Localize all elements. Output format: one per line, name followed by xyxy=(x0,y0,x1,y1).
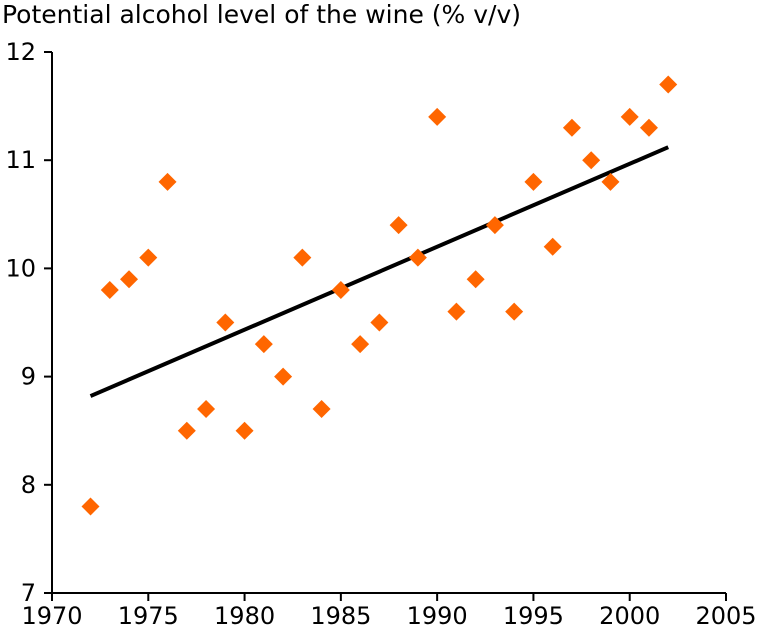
y-tick-label: 12 xyxy=(5,38,36,66)
y-tick-label: 10 xyxy=(5,254,36,282)
x-tick-label: 1995 xyxy=(503,602,564,630)
chart-title: Potential alcohol level of the wine (% v… xyxy=(2,0,522,29)
data-point xyxy=(312,400,331,419)
data-point xyxy=(158,172,177,191)
data-point xyxy=(81,497,100,516)
data-points xyxy=(81,75,678,516)
data-point xyxy=(601,172,620,191)
data-point xyxy=(428,107,447,126)
trend-line xyxy=(89,145,670,398)
y-tick-label: 9 xyxy=(21,363,36,391)
x-tick-label: 1980 xyxy=(214,602,275,630)
tick-labels: 7 8 9 10 11 12 1970 1975 1980 1985 1990 1995 2000 200… xyxy=(5,38,756,630)
data-point xyxy=(274,367,293,386)
x-tick-label: 2005 xyxy=(695,602,756,630)
data-point xyxy=(389,216,408,235)
data-point xyxy=(100,281,119,300)
data-point xyxy=(505,302,524,321)
data-point xyxy=(582,151,601,170)
data-point xyxy=(562,118,581,137)
axes xyxy=(44,51,727,601)
x-tick-label: 1975 xyxy=(118,602,179,630)
data-point xyxy=(293,248,312,267)
data-point xyxy=(370,313,389,332)
data-point xyxy=(216,313,235,332)
data-point xyxy=(331,281,350,300)
data-point xyxy=(254,335,273,354)
trend-line-group xyxy=(89,145,670,398)
data-point xyxy=(639,118,658,137)
data-point xyxy=(235,421,254,440)
data-point xyxy=(485,216,504,235)
data-point xyxy=(120,270,139,289)
x-tick-label: 1985 xyxy=(310,602,371,630)
data-point xyxy=(177,421,196,440)
y-tick-label: 7 xyxy=(21,579,36,607)
data-point xyxy=(447,302,466,321)
data-point xyxy=(659,75,678,94)
x-tick-label: 1990 xyxy=(407,602,468,630)
x-tick-label: 1970 xyxy=(21,602,82,630)
y-tick-label: 8 xyxy=(21,471,36,499)
y-tick-label: 11 xyxy=(5,146,36,174)
data-point xyxy=(620,107,639,126)
data-point xyxy=(543,237,562,256)
data-point xyxy=(197,400,216,419)
data-point xyxy=(351,335,370,354)
data-point xyxy=(466,270,485,289)
data-point xyxy=(139,248,158,267)
data-point xyxy=(408,248,427,267)
data-point xyxy=(524,172,543,191)
x-tick-label: 2000 xyxy=(599,602,660,630)
